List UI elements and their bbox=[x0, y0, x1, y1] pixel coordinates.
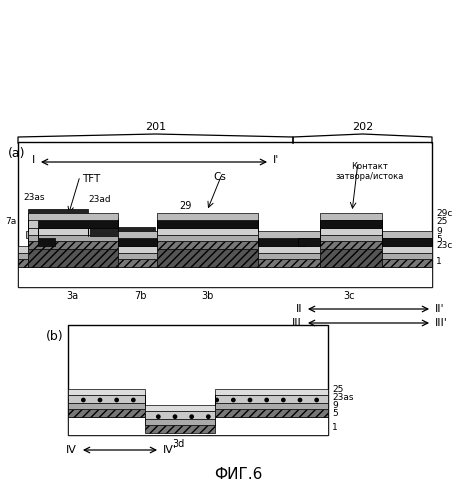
Text: 5: 5 bbox=[436, 234, 442, 244]
Text: I': I' bbox=[273, 155, 279, 165]
Polygon shape bbox=[38, 220, 305, 246]
Text: III: III bbox=[292, 318, 302, 328]
Text: 29: 29 bbox=[179, 201, 191, 211]
Text: 9: 9 bbox=[436, 226, 442, 235]
Polygon shape bbox=[68, 395, 328, 419]
Polygon shape bbox=[68, 389, 328, 411]
Polygon shape bbox=[18, 241, 432, 267]
Polygon shape bbox=[28, 209, 88, 236]
Polygon shape bbox=[18, 267, 432, 287]
Text: I: I bbox=[32, 155, 35, 165]
Text: II': II' bbox=[435, 304, 445, 314]
Polygon shape bbox=[157, 249, 258, 267]
Text: 23ad: 23ad bbox=[89, 195, 111, 204]
Polygon shape bbox=[18, 228, 432, 253]
Text: IV': IV' bbox=[163, 445, 177, 455]
Text: 1: 1 bbox=[332, 422, 338, 432]
Polygon shape bbox=[68, 403, 328, 425]
Text: 7b: 7b bbox=[134, 291, 146, 301]
Text: 25: 25 bbox=[436, 216, 447, 226]
Text: 25: 25 bbox=[332, 386, 343, 394]
Text: TFT: TFT bbox=[82, 174, 100, 184]
Text: 3b: 3b bbox=[201, 291, 213, 301]
Polygon shape bbox=[18, 142, 432, 287]
Text: 23as: 23as bbox=[23, 193, 45, 202]
Text: 9: 9 bbox=[332, 400, 338, 409]
Polygon shape bbox=[90, 227, 155, 236]
Text: (a): (a) bbox=[8, 147, 26, 160]
Text: 23c: 23c bbox=[436, 242, 452, 250]
Text: Контакт
затвора/истока: Контакт затвора/истока bbox=[336, 162, 404, 182]
Polygon shape bbox=[68, 325, 328, 435]
Polygon shape bbox=[298, 220, 432, 246]
Polygon shape bbox=[18, 235, 432, 259]
Text: 7a: 7a bbox=[5, 218, 16, 226]
Text: II: II bbox=[296, 304, 302, 314]
Polygon shape bbox=[68, 417, 328, 435]
Text: 5: 5 bbox=[332, 408, 338, 418]
Text: (b): (b) bbox=[46, 330, 64, 343]
Text: III': III' bbox=[435, 318, 448, 328]
Text: 201: 201 bbox=[145, 122, 166, 132]
Text: 3a: 3a bbox=[66, 291, 78, 301]
Text: IV: IV bbox=[66, 445, 77, 455]
Text: 29c: 29c bbox=[436, 210, 452, 218]
Polygon shape bbox=[28, 218, 155, 246]
Polygon shape bbox=[28, 249, 118, 267]
Text: Cs: Cs bbox=[214, 172, 227, 182]
Text: ФИГ.6: ФИГ.6 bbox=[214, 467, 262, 482]
Text: 1: 1 bbox=[436, 258, 442, 266]
Polygon shape bbox=[68, 409, 328, 433]
Polygon shape bbox=[26, 213, 432, 238]
Text: 23as: 23as bbox=[332, 392, 354, 402]
Polygon shape bbox=[320, 249, 382, 267]
Text: 3c: 3c bbox=[343, 291, 355, 301]
Text: 202: 202 bbox=[352, 122, 373, 132]
Text: 3d: 3d bbox=[172, 439, 184, 449]
